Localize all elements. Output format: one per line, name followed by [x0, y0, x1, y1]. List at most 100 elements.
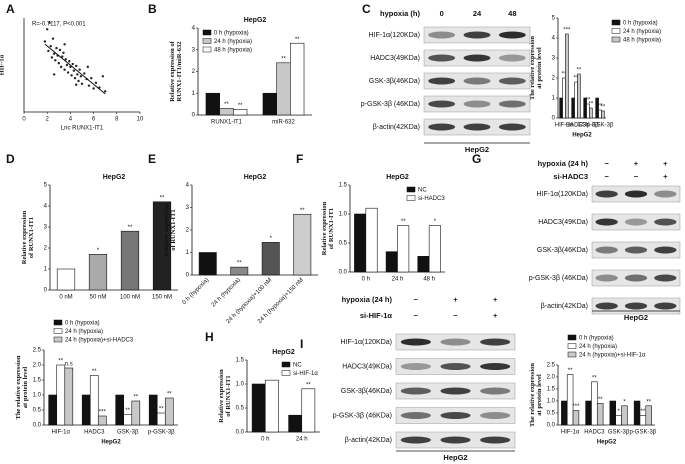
y-tick-label: 1.0: [339, 212, 348, 218]
y-tick-label: 1: [192, 91, 196, 97]
bar: [562, 77, 566, 119]
significance: **: [598, 397, 603, 403]
legend-swatch: [611, 28, 621, 34]
significance: **: [641, 409, 646, 415]
significance: *: [97, 248, 100, 254]
y-tick-label: 5: [552, 16, 556, 22]
blot-band: [595, 218, 618, 226]
legend-swatch: [567, 343, 577, 349]
bar: [164, 397, 174, 426]
bar: [89, 375, 99, 426]
legend-label: 48 h (hypoxia): [214, 47, 252, 53]
blot-band: [624, 190, 648, 198]
blot-band: [428, 77, 456, 85]
y-axis-label: The relative expression: [15, 355, 22, 419]
significance: **: [237, 261, 242, 267]
chart: 0 1 2 3 4 Relative expression of RUNX1-IT1 HepG…: [163, 174, 318, 325]
bar: [577, 73, 581, 119]
blot-band: [428, 123, 456, 131]
blot-row-label: β-actin(42KDa): [345, 437, 392, 444]
legend-label: 24 h (hypoxia): [623, 29, 661, 35]
point: [78, 68, 81, 71]
bar: [354, 213, 367, 273]
bar: [262, 92, 277, 116]
blot-row-label: HADC3(49KDa): [538, 219, 588, 226]
condition-label: hypoxia (24 h): [342, 295, 393, 304]
lane-label: +: [663, 172, 668, 181]
blot-footer: HepG2: [443, 453, 467, 462]
point: [43, 40, 47, 43]
y-tick-label: 0: [44, 288, 48, 294]
chart: 0.0 0.5 1.0 1.5 2.0 2.5 The relative expressio…: [529, 334, 657, 446]
bar: [385, 251, 398, 273]
blot-footer: HepG2: [465, 145, 489, 154]
y-tick-label: 1.0: [33, 393, 42, 399]
x-tick-label: HIF-1α: [52, 430, 71, 436]
legend-swatch: [281, 370, 291, 376]
significance: **: [574, 76, 579, 82]
bar: [123, 414, 133, 426]
x-tick-label: 24 h (hypoxia): [211, 277, 242, 308]
panel-letter: A: [6, 2, 15, 16]
blot-band: [654, 302, 677, 310]
blot-row-label: β-actin(42KDa): [373, 124, 420, 131]
blot-band: [498, 100, 526, 108]
bar: [56, 268, 76, 291]
y-tick-label: 4: [186, 183, 190, 189]
blot-band: [480, 387, 511, 395]
x-tick-label: 2: [46, 117, 50, 123]
bar: [81, 394, 91, 426]
bar: [115, 394, 125, 426]
significance: **: [586, 98, 591, 104]
legend-swatch: [567, 351, 577, 358]
significance: **: [125, 408, 130, 414]
lane-label: −: [604, 159, 609, 168]
blot-strip: [423, 95, 531, 113]
significance: **: [224, 102, 229, 108]
significance: **: [306, 382, 311, 388]
blot-band: [498, 77, 526, 85]
y-axis-label: Relative expression: [218, 369, 225, 423]
significance: n.s: [65, 362, 73, 368]
panel-letter: D: [6, 152, 15, 166]
x-tick-label: HADC3: [566, 123, 587, 129]
blot-row-label: β-actin(42KDa): [541, 303, 588, 310]
significance: ***: [563, 28, 571, 34]
x-axis-label: HepG2: [572, 133, 592, 139]
legend-label: 24 h (hypoxia): [214, 39, 252, 45]
chart: 0 1 2 3 4 5 The relative expression at protein …: [529, 16, 661, 139]
y-axis-label: of RUNX1-IT1: [28, 217, 35, 258]
point: [66, 71, 70, 74]
bar: [609, 400, 617, 426]
bar: [365, 207, 378, 273]
blot-band: [440, 436, 471, 444]
bar: [589, 107, 593, 119]
y-tick-label: 0.5: [236, 406, 245, 412]
lane-label: +: [663, 159, 668, 168]
x-tick-label: 0 h (hypoxia): [182, 277, 211, 306]
significance: **: [167, 392, 172, 398]
legend-label: si-HADC3: [418, 196, 445, 202]
x-tick-label: HIF-1α: [561, 430, 580, 436]
legend-label: 0 h (hypoxia): [623, 20, 658, 26]
significance: ***: [572, 404, 580, 410]
blot-band: [400, 387, 431, 395]
blot-band: [595, 274, 618, 282]
significance: **: [601, 105, 606, 111]
blot-band: [463, 123, 491, 131]
point: [52, 73, 56, 76]
trendline: [44, 43, 106, 95]
point: [64, 58, 67, 61]
point: [59, 65, 63, 69]
significance: **: [300, 208, 305, 214]
point: [92, 87, 95, 90]
x-tick-label: 50 nM: [90, 295, 107, 301]
significance: **: [589, 102, 594, 108]
chart: 0.0 0.5 1.0 1.5 Relative expression of RUNX1-…: [321, 174, 445, 283]
y-tick-label: 2.5: [33, 348, 42, 354]
blot-band: [480, 363, 511, 370]
blot-row-label: GSK-3β(46KDa): [537, 247, 588, 254]
blot-band: [428, 100, 456, 108]
point: [68, 60, 71, 63]
